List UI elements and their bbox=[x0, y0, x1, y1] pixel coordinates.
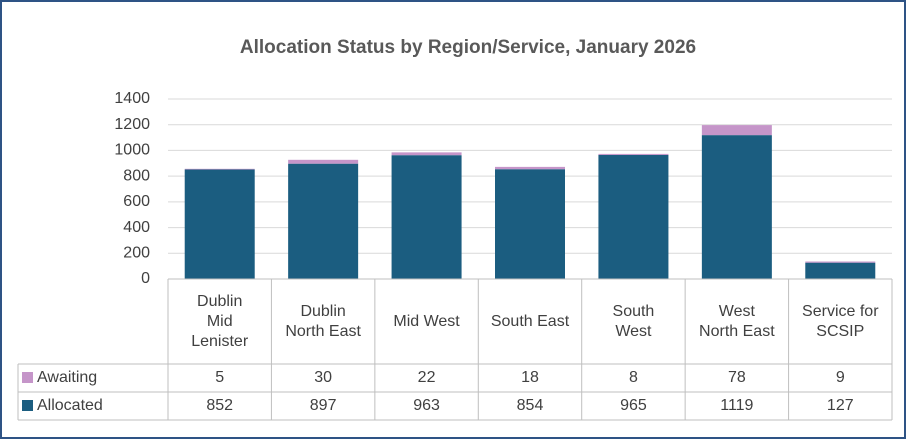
table-value: 22 bbox=[418, 369, 436, 386]
y-tick-label: 600 bbox=[123, 193, 150, 210]
table-value: 854 bbox=[517, 397, 544, 414]
table-value: 127 bbox=[827, 397, 854, 414]
table-value: 963 bbox=[413, 397, 440, 414]
bar-segment bbox=[184, 168, 255, 170]
legend-label: Awaiting bbox=[37, 369, 97, 386]
bar-segment bbox=[701, 135, 772, 279]
bar-segment bbox=[184, 169, 255, 279]
y-tick-label: 1200 bbox=[114, 116, 150, 133]
table-value: 5 bbox=[215, 369, 224, 386]
table-value: 852 bbox=[206, 397, 233, 414]
bar-segment bbox=[495, 169, 565, 279]
category-label: South West bbox=[612, 302, 655, 340]
table-value: 9 bbox=[836, 369, 845, 386]
y-tick-label: 400 bbox=[123, 219, 150, 236]
legend-label: Allocated bbox=[37, 397, 103, 414]
bar-segment bbox=[598, 154, 669, 279]
y-tick-label: 0 bbox=[141, 270, 150, 287]
table-value: 78 bbox=[728, 369, 746, 386]
category-label: Dublin North East bbox=[285, 302, 361, 340]
bar-segment bbox=[805, 261, 876, 263]
table-value: 1119 bbox=[720, 397, 753, 414]
category-label: Dublin Mid Lenister bbox=[191, 292, 249, 350]
bar-segment bbox=[391, 155, 462, 279]
bar-segment bbox=[288, 163, 359, 279]
bar-segment bbox=[805, 262, 876, 279]
table-value: 965 bbox=[620, 397, 647, 414]
y-tick-label: 200 bbox=[123, 245, 150, 262]
bar-segment bbox=[391, 152, 462, 156]
bar-segment bbox=[288, 159, 359, 164]
category-label: West North East bbox=[699, 302, 775, 340]
category-label: Service for SCSIP bbox=[802, 302, 879, 340]
y-tick-label: 1400 bbox=[114, 90, 150, 107]
table-value: 8 bbox=[629, 369, 638, 386]
legend-swatch bbox=[22, 400, 33, 411]
bar-segment bbox=[495, 166, 565, 170]
table-value: 30 bbox=[314, 369, 332, 386]
table-value: 897 bbox=[310, 397, 337, 414]
legend-swatch bbox=[22, 372, 33, 383]
bar-segment bbox=[701, 125, 772, 136]
y-tick-label: 800 bbox=[123, 167, 150, 184]
bar-segment bbox=[598, 153, 669, 155]
chart-title: Allocation Status by Region/Service, Jan… bbox=[240, 37, 696, 58]
table-value: 18 bbox=[521, 369, 539, 386]
category-label: Mid West bbox=[393, 312, 460, 330]
y-tick-label: 1000 bbox=[114, 142, 150, 159]
category-label: South East bbox=[490, 312, 570, 330]
